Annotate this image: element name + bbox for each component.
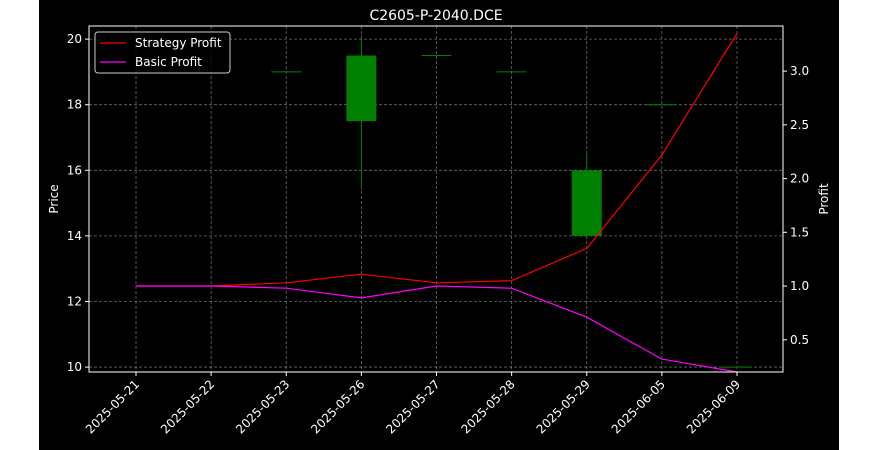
legend-box xyxy=(94,31,231,74)
right-tick-label: 2.0 xyxy=(790,172,809,186)
series-point-basic-profit xyxy=(586,316,588,318)
left-tick-label: 14 xyxy=(67,229,82,243)
right-tick-label: 3.0 xyxy=(790,64,809,78)
left-tick-label: 12 xyxy=(67,294,82,308)
series-point-basic-profit xyxy=(511,287,513,289)
left-axis: 10 12 14 16 18 20 xyxy=(67,32,89,374)
series-point-basic-profit xyxy=(285,287,287,289)
series-point-basic-profit xyxy=(135,285,137,287)
candle-body xyxy=(571,170,602,236)
right-axis-label: Profit xyxy=(817,183,831,215)
series-point-basic-profit xyxy=(435,285,438,287)
series-point-strategy-profit xyxy=(435,282,438,284)
profit-lines xyxy=(135,32,738,373)
right-axis: 0.5 1.0 1.5 2.0 2.5 3.0 xyxy=(783,64,809,347)
left-tick-label: 20 xyxy=(67,32,82,46)
right-tick-label: 1.0 xyxy=(790,279,809,293)
left-tick-label: 18 xyxy=(67,98,82,112)
series-point-basic-profit xyxy=(210,285,212,287)
right-tick-label: 1.5 xyxy=(790,225,809,239)
legend-label-strategy-profit: Strategy Profit xyxy=(135,36,222,50)
series-point-basic-profit xyxy=(360,297,362,299)
left-tick-label: 16 xyxy=(67,163,82,177)
candle-body xyxy=(346,55,377,122)
series-point-strategy-profit xyxy=(586,247,588,250)
candles xyxy=(271,39,752,368)
series-point-strategy-profit xyxy=(736,32,738,35)
right-tick-label: 2.5 xyxy=(790,118,809,132)
figure-background xyxy=(39,0,839,450)
right-tick-label: 0.5 xyxy=(790,333,809,347)
chart-title: C2605-P-2040.DCE xyxy=(369,8,502,24)
left-tick-label: 10 xyxy=(67,360,82,374)
series-point-strategy-profit xyxy=(661,154,663,156)
legend-label-basic-profit: Basic Profit xyxy=(135,55,202,69)
series-point-strategy-profit xyxy=(511,280,513,282)
series-point-strategy-profit xyxy=(360,273,362,275)
left-axis-label: Price xyxy=(47,184,61,213)
series-point-strategy-profit xyxy=(285,282,287,284)
series-point-basic-profit xyxy=(661,358,663,360)
legend: Strategy Profit Basic Profit xyxy=(94,31,231,74)
